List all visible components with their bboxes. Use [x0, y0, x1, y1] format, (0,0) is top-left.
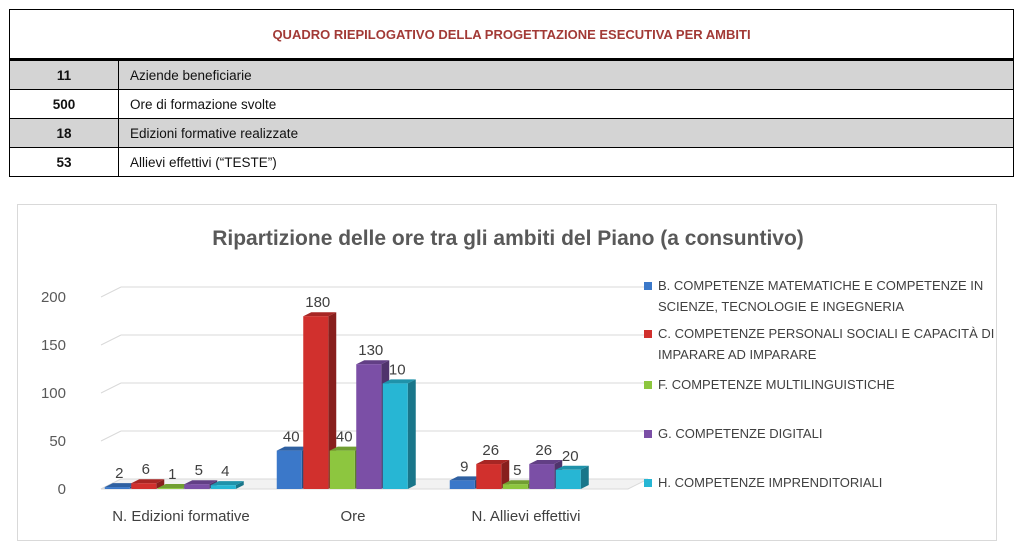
legend-item: C. COMPETENZE PERSONALI SOCIALI E CAPACI…	[644, 323, 998, 372]
legend-label: F. COMPETENZE MULTILINGUISTICHE	[658, 377, 895, 392]
bar-top	[529, 460, 563, 465]
bar-top	[184, 480, 218, 485]
data-label: 26	[535, 442, 552, 459]
bar-side	[156, 479, 165, 489]
bar-side	[235, 481, 244, 489]
bar	[555, 469, 581, 489]
bar	[303, 316, 329, 489]
y-tick-label: 200	[41, 289, 66, 306]
summary-title: QUADRO RIEPILOGATIVO DELLA PROGETTAZIONE…	[10, 10, 1013, 60]
x-tick-label: Ore	[340, 508, 365, 525]
summary-label: Allievi effettivi (“TESTE”)	[130, 154, 277, 170]
chart-container: Ripartizione delle ore tra gli ambiti de…	[17, 204, 997, 541]
y-tick-label: 100	[41, 385, 66, 402]
legend-label: G. COMPETENZE DIGITALI	[658, 426, 823, 441]
legend-item: B. COMPETENZE MATEMATICHE E COMPETENZE I…	[644, 275, 998, 317]
legend-item: F. COMPETENZE MULTILINGUISTICHE	[644, 374, 998, 423]
data-label: 130	[358, 342, 383, 359]
bar-top	[157, 484, 191, 489]
summary-value: 500	[10, 90, 119, 118]
bar-top	[276, 446, 310, 451]
chart-title: Ripartizione delle ore tra gli ambiti de…	[212, 227, 804, 250]
bar-top	[476, 460, 510, 465]
bar	[184, 484, 210, 489]
legend-swatch-icon	[644, 381, 652, 389]
bar	[131, 483, 157, 489]
bar	[276, 450, 302, 489]
bar-top	[502, 480, 536, 485]
summary-row: 11 Aziende beneficiarie	[10, 60, 1013, 89]
bar	[329, 450, 355, 489]
summary-label: Aziende beneficiarie	[130, 67, 252, 83]
summary-label: Edizioni formative realizzate	[130, 125, 299, 141]
gridline-side	[100, 382, 122, 394]
chart-legend: B. COMPETENZE MATEMATICHE E COMPETENZE I…	[644, 275, 998, 493]
bar-top	[329, 446, 363, 451]
bar-side	[501, 460, 510, 489]
y-tick-label: 50	[49, 433, 66, 450]
summary-table: QUADRO RIEPILOGATIVO DELLA PROGETTAZIONE…	[9, 9, 1014, 177]
summary-label: Ore di formazione svolte	[130, 96, 277, 112]
data-label: 26	[482, 442, 499, 459]
summary-value: 11	[10, 61, 119, 89]
bar-top	[356, 360, 390, 365]
summary-row: 53 Allievi effettivi (“TESTE”)	[10, 147, 1013, 176]
summary-value: 18	[10, 119, 119, 147]
bar-top	[449, 476, 483, 481]
data-label: 20	[562, 448, 579, 465]
legend-swatch-icon	[644, 479, 652, 487]
bar	[476, 464, 502, 489]
data-label: 2	[115, 465, 123, 482]
gridline-side	[100, 286, 122, 298]
data-label: 9	[460, 458, 468, 475]
legend-item: G. COMPETENZE DIGITALI	[644, 423, 998, 472]
bar	[104, 487, 130, 489]
y-tick-label: 0	[58, 481, 66, 498]
legend-label: C. COMPETENZE PERSONALI SOCIALI E CAPACI…	[658, 326, 995, 362]
gridline-side	[100, 334, 122, 346]
x-tick-label: N. Edizioni formative	[112, 508, 250, 525]
legend-swatch-icon	[644, 330, 652, 338]
bar-side	[580, 465, 589, 489]
y-tick-label: 150	[41, 337, 66, 354]
bar-top	[555, 465, 589, 470]
data-label: 10	[389, 361, 406, 378]
data-label: 4	[221, 463, 229, 480]
bar	[210, 485, 236, 489]
legend-label: B. COMPETENZE MATEMATICHE E COMPETENZE I…	[658, 278, 984, 314]
x-tick-label: N. Allievi effettivi	[472, 508, 581, 525]
summary-row: 500 Ore di formazione svolte	[10, 89, 1013, 118]
bar-top	[382, 379, 416, 384]
gridline-side	[100, 430, 122, 442]
data-label: 6	[142, 461, 150, 478]
legend-swatch-icon	[644, 430, 652, 438]
bar-top	[303, 312, 337, 317]
bar	[157, 488, 183, 489]
bar-top	[104, 483, 138, 488]
data-label: 180	[305, 294, 330, 311]
bar-top	[131, 479, 165, 484]
summary-row: 18 Edizioni formative realizzate	[10, 118, 1013, 147]
data-label: 5	[513, 462, 521, 479]
legend-swatch-icon	[644, 282, 652, 290]
data-label: 1	[168, 466, 176, 483]
summary-value: 53	[10, 148, 119, 176]
bar-top	[210, 481, 244, 486]
bar	[502, 484, 528, 489]
bar	[529, 464, 555, 489]
bar	[382, 383, 408, 489]
legend-item: H. COMPETENZE IMPRENDITORIALI	[644, 472, 998, 493]
bar-side	[328, 312, 337, 489]
bar	[356, 364, 382, 489]
legend-label: H. COMPETENZE IMPRENDITORIALI	[658, 475, 883, 490]
data-label: 5	[195, 462, 203, 479]
bar	[449, 480, 475, 489]
bar-side	[407, 379, 416, 489]
data-label: 40	[283, 429, 300, 446]
data-label: 40	[336, 429, 353, 446]
